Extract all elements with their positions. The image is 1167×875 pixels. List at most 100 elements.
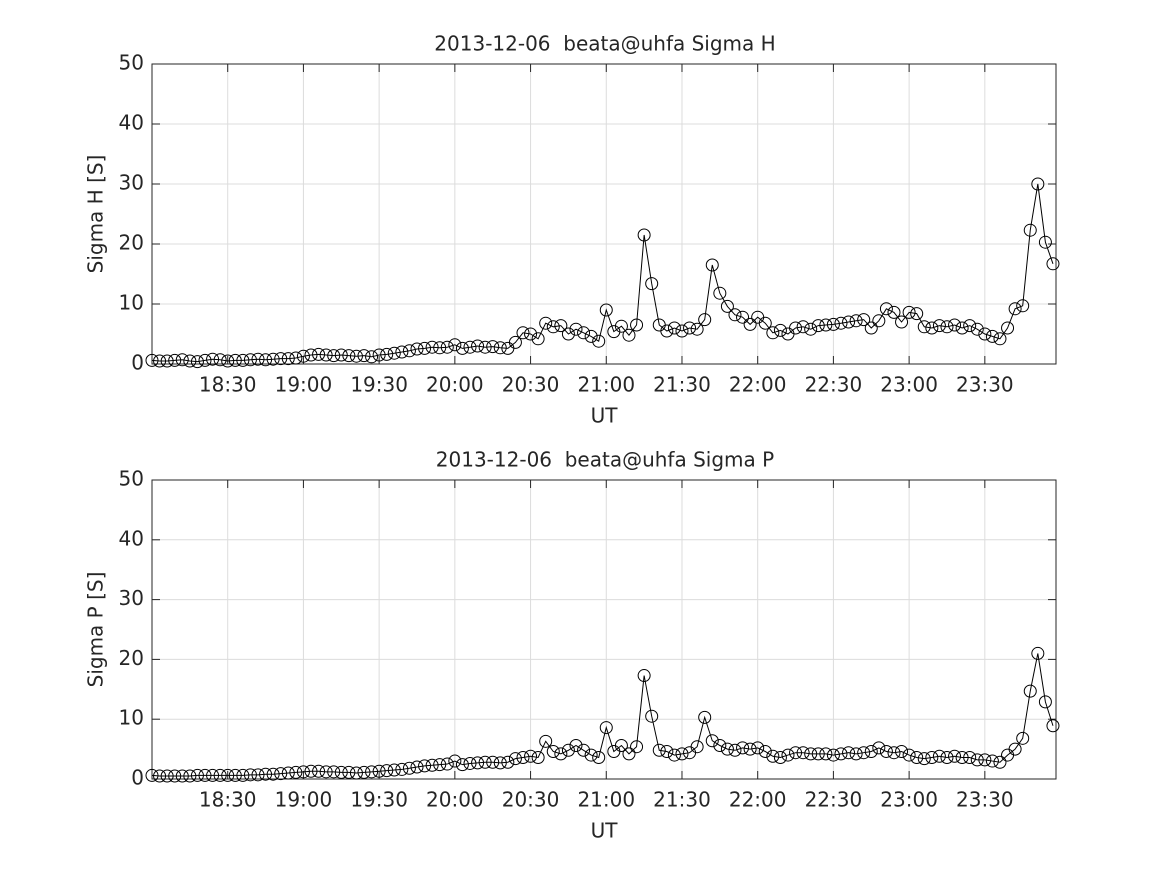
data-point [486, 340, 500, 354]
chart-title: 2013-12-06 beata@uhfa Sigma P [436, 448, 774, 472]
chart-title: 2013-12-06 beata@uhfa Sigma H [434, 32, 775, 56]
data-point [455, 758, 469, 772]
data-point [365, 350, 379, 364]
data-point [683, 321, 697, 335]
data-point [198, 353, 212, 367]
data-point [1031, 646, 1045, 660]
data-point [698, 710, 712, 724]
x-tick-label: 20:30 [502, 788, 560, 812]
data-point [902, 748, 916, 762]
data-point [857, 313, 871, 327]
y-tick-label: 0 [131, 766, 144, 790]
data-point [365, 765, 379, 779]
data-point [433, 758, 447, 772]
y-tick-label: 50 [119, 51, 144, 75]
data-point [637, 669, 651, 683]
data-point [546, 744, 560, 758]
data-point [804, 747, 818, 761]
data-point [183, 354, 197, 368]
data-point [887, 746, 901, 760]
data-point [842, 315, 856, 329]
data-point [243, 353, 257, 367]
data-point [751, 741, 765, 755]
data-point [327, 349, 341, 363]
data-point [304, 348, 318, 362]
plot-area [152, 64, 1056, 364]
data-point [849, 747, 863, 761]
data-point [667, 321, 681, 335]
data-point [357, 349, 371, 363]
data-point [516, 750, 530, 764]
data-point [274, 352, 288, 366]
data-point [153, 769, 167, 783]
data-point [448, 754, 462, 768]
data-point [675, 747, 689, 761]
data-point [660, 744, 674, 758]
data-point [440, 340, 454, 354]
y-tick-label: 10 [119, 291, 144, 315]
data-point [781, 748, 795, 762]
data-point [524, 327, 538, 341]
data-point [304, 764, 318, 778]
data-point [743, 317, 757, 331]
data-point [1046, 257, 1060, 271]
data-point [160, 769, 174, 783]
data-point [569, 322, 583, 336]
data-point [296, 349, 310, 363]
data-point [334, 348, 348, 362]
y-tick-label: 30 [119, 171, 144, 195]
data-point [599, 721, 613, 735]
data-point [849, 314, 863, 328]
y-tick-label: 40 [119, 526, 144, 550]
data-point [630, 318, 644, 332]
data-point [569, 739, 583, 753]
data-point [819, 747, 833, 761]
data-point [493, 341, 507, 355]
data-point [539, 316, 553, 330]
data-point [887, 305, 901, 319]
data-point [266, 767, 280, 781]
data-point [508, 752, 522, 766]
data-point [349, 766, 363, 780]
data-point [410, 760, 424, 774]
data-point [940, 320, 954, 334]
data-point [349, 349, 363, 363]
data-point [857, 746, 871, 760]
data-point [773, 323, 787, 337]
data-point [978, 327, 992, 341]
data-point [259, 353, 273, 367]
data-point [425, 340, 439, 354]
data-point [630, 740, 644, 754]
data-point [259, 767, 273, 781]
y-tick-label: 20 [119, 646, 144, 670]
data-point [228, 768, 242, 782]
data-point [554, 319, 568, 333]
data-point [713, 739, 727, 753]
data-point [168, 769, 182, 783]
x-tick-label: 22:30 [805, 373, 863, 397]
data-point [879, 302, 893, 316]
data-point [917, 752, 931, 766]
data-point [312, 764, 326, 778]
data-point [289, 351, 303, 365]
x-tick-label: 21:30 [653, 788, 711, 812]
data-point [395, 762, 409, 776]
data-point [493, 756, 507, 770]
data-point [175, 353, 189, 367]
data-point [206, 352, 220, 366]
data-point [758, 316, 772, 330]
data-point [743, 742, 757, 756]
data-point [168, 353, 182, 367]
x-tick-label: 21:00 [577, 373, 635, 397]
plot-area [152, 480, 1056, 779]
data-point [478, 755, 492, 769]
data-point [1046, 719, 1060, 733]
data-point [842, 746, 856, 760]
data-point [690, 322, 704, 336]
x-tick-label: 19:30 [350, 788, 408, 812]
data-point [221, 354, 235, 368]
data-point [402, 761, 416, 775]
data-point [910, 307, 924, 321]
data-point [645, 277, 659, 291]
data-point [418, 341, 432, 355]
